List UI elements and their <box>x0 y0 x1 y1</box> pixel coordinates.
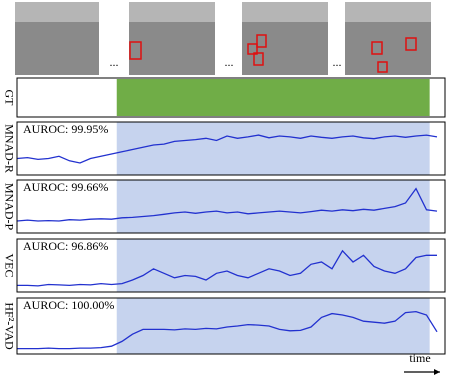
panel-label: VEC <box>2 254 16 278</box>
panel-label: GT <box>2 90 16 107</box>
separator: ... <box>110 55 119 69</box>
panel-label: MNAD-R <box>2 124 16 173</box>
score-line <box>16 187 438 222</box>
anomaly-box <box>371 41 383 55</box>
frame-area <box>242 2 328 22</box>
auroc-label: AUROC: 99.95% <box>23 122 108 136</box>
anomaly-shade <box>116 180 430 233</box>
anomaly-box <box>253 52 264 66</box>
gt-anomaly <box>116 79 430 116</box>
score-line <box>16 134 438 164</box>
anomaly-shade <box>116 239 430 292</box>
frame-area <box>345 2 431 22</box>
auroc-label: AUROC: 100.00% <box>23 298 114 312</box>
time-arrowhead <box>434 369 440 375</box>
frame-area <box>129 2 215 22</box>
anomaly-box <box>405 37 417 51</box>
anomaly-box <box>129 41 142 60</box>
separator: ... <box>225 55 234 69</box>
panel-label: HF²-VAD <box>2 302 16 350</box>
auroc-label: AUROC: 96.86% <box>23 239 108 253</box>
anomaly-box <box>247 43 258 55</box>
anomaly-box <box>377 61 388 73</box>
video-frames: ... ... ... <box>15 2 431 75</box>
auroc-label: AUROC: 99.66% <box>23 180 108 194</box>
separator: ... <box>333 55 342 69</box>
panel-border <box>16 179 446 234</box>
anomaly-box <box>256 34 267 48</box>
panel-border <box>16 121 446 176</box>
score-line <box>17 310 438 350</box>
panel-label: MNAD-P <box>2 183 16 231</box>
anomaly-shade <box>116 298 430 354</box>
score-line <box>17 249 437 287</box>
panel-border <box>16 238 446 293</box>
panel-border <box>16 297 446 355</box>
frame-area <box>15 2 99 22</box>
anomaly-shade <box>116 122 430 175</box>
panel-border <box>16 77 446 118</box>
